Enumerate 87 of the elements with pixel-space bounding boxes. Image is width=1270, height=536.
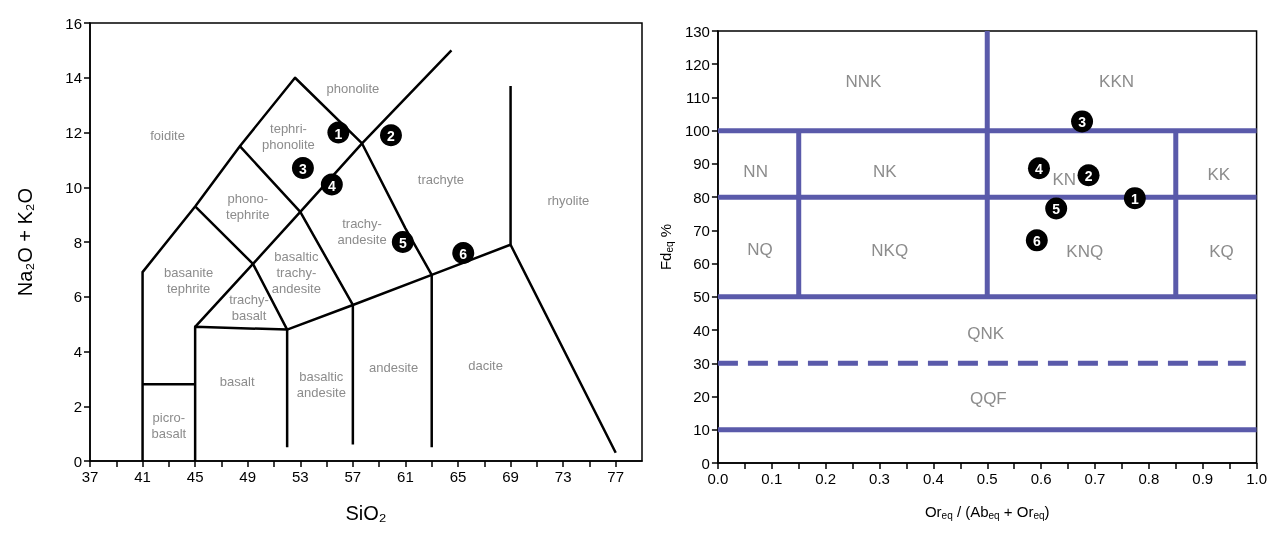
x-tick-label: 1.0 (1246, 470, 1267, 487)
annotation: basalt (219, 374, 255, 390)
annotation: NN (743, 162, 768, 182)
y-tick-label: 30 (693, 354, 710, 372)
x-tick-label: 0.8 (1138, 470, 1160, 487)
annotation: 3 (1078, 114, 1087, 131)
annotation: 2 (387, 128, 396, 145)
x-tick-label: 0.0 (707, 470, 729, 487)
x-tick-label: 49 (239, 468, 257, 485)
annotation: phono- tephrite (226, 190, 270, 222)
y-tick-label: 130 (684, 22, 710, 40)
annotation: NQ (747, 240, 773, 260)
annotation: KNQ (1066, 241, 1104, 261)
annotation: 6 (1032, 233, 1041, 250)
y-tick-label: 16 (65, 14, 82, 32)
x-tick-label: 45 (186, 468, 204, 485)
annotation: basanite tephrite (163, 264, 214, 296)
annotation: phonolite (326, 81, 380, 97)
y-tick-label: 100 (684, 122, 710, 140)
x-tick-label: 73 (554, 468, 572, 485)
annotation: 5 (1052, 201, 1061, 218)
y-tick-label: 0 (701, 454, 710, 472)
y-tick-label: 0 (73, 452, 82, 470)
annotation: 2 (1084, 168, 1093, 185)
x-tick-label: 61 (397, 468, 414, 485)
x-tick-label: 0.1 (761, 470, 783, 487)
annotation: trachy- andesite (337, 215, 387, 247)
x-tick-label: 0.4 (922, 470, 944, 487)
y-tick-label: 10 (693, 421, 710, 439)
y-tick-label: 12 (65, 124, 82, 141)
annotation: KK (1207, 165, 1231, 185)
x-tick-label: 53 (291, 468, 309, 485)
x-tick-label: 0.2 (815, 470, 837, 487)
y-tick-label: 110 (686, 88, 710, 106)
y-tick-label: 8 (73, 233, 82, 251)
x-tick-label: 0.7 (1084, 470, 1106, 487)
y-tick-label: 90 (693, 155, 710, 173)
y-tick-label: 14 (65, 69, 82, 87)
annotation: KQ (1209, 241, 1234, 261)
y-axis-title: Na₂O + K₂O (14, 187, 36, 297)
annotation: NKQ (871, 241, 909, 261)
annotation: KKN (1099, 72, 1135, 92)
x-tick-label: 41 (134, 468, 151, 485)
x-tick-label: 0.9 (1192, 470, 1214, 487)
y-axis-title: Fdeq % (657, 223, 675, 271)
x-tick-label: 0.3 (869, 470, 890, 487)
y-tick-label: 80 (693, 188, 710, 206)
annotation: foidite (150, 127, 185, 143)
annotation: trachy- basalt (229, 292, 269, 324)
y-tick-label: 50 (693, 288, 710, 306)
annotation: trachyte (417, 171, 465, 187)
y-tick-label: 2 (73, 397, 82, 415)
annotation: 6 (459, 245, 468, 262)
annotation: basaltic trachy- andesite (271, 248, 321, 296)
x-tick-label: 77 (607, 468, 625, 485)
y-tick-label: 60 (693, 255, 710, 273)
annotation: 4 (1035, 161, 1044, 178)
annotation: 5 (398, 235, 407, 251)
annotation: NNK (845, 72, 882, 92)
x-tick-label: 57 (344, 468, 362, 485)
annotation: andesite (369, 360, 419, 376)
y-tick-label: 40 (693, 321, 710, 339)
annotation: 4 (327, 177, 336, 194)
annotation: 3 (299, 161, 308, 178)
y-tick-label: 6 (73, 288, 82, 306)
annotation: QNK (967, 324, 1005, 344)
annotation: KN (1052, 170, 1077, 190)
x-axis-title: SiO₂ (345, 502, 387, 524)
y-tick-label: 4 (73, 343, 82, 360)
y-tick-label: 20 (693, 388, 710, 406)
y-tick-label: 70 (693, 221, 710, 239)
y-tick-label: 120 (684, 55, 710, 73)
annotation: tephri- phonolite (262, 121, 315, 153)
x-tick-label: 0.5 (976, 470, 998, 487)
x-tick-label: 37 (81, 468, 99, 485)
annotation: rhyolite (547, 193, 590, 209)
annotation: 1 (334, 125, 343, 142)
annotation: picro- basalt (151, 409, 187, 441)
annotation: QQF (969, 388, 1007, 408)
annotation: NK (873, 162, 898, 182)
x-tick-label: 0.6 (1030, 470, 1052, 487)
annotation: dacite (468, 357, 503, 373)
x-tick-label: 69 (502, 468, 519, 485)
x-tick-label: 65 (449, 468, 467, 485)
annotation: 1 (1130, 191, 1139, 208)
y-tick-label: 10 (65, 178, 82, 196)
annotation: basaltic andesite (296, 368, 346, 400)
